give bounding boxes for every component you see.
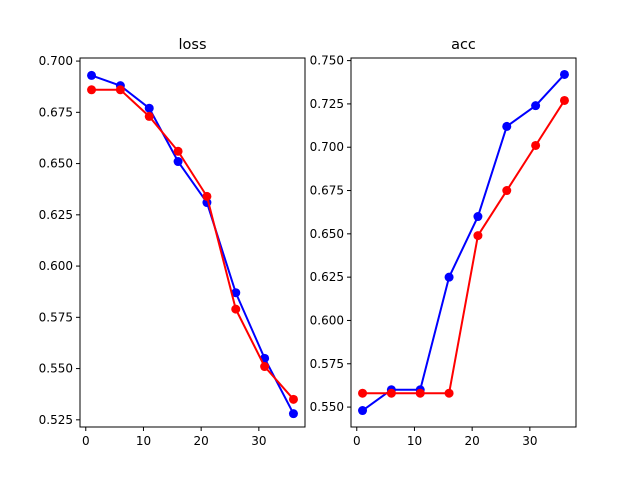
acc-series-0-point bbox=[531, 101, 541, 111]
acc-y-tick-label: 0.575 bbox=[310, 357, 344, 371]
loss-series-1-point bbox=[87, 85, 97, 95]
acc-series-0-point bbox=[559, 69, 569, 79]
acc-y-tick-label: 0.725 bbox=[310, 97, 344, 111]
acc-x-tick-label: 20 bbox=[465, 434, 480, 448]
acc-y-tick-label: 0.625 bbox=[310, 270, 344, 284]
acc-series-1-point bbox=[386, 388, 396, 398]
acc-x-tick-label: 30 bbox=[522, 434, 537, 448]
acc-y-tick-label: 0.675 bbox=[310, 184, 344, 198]
acc-series-1-line bbox=[362, 99, 566, 395]
acc-y-tick-label: 0.650 bbox=[310, 227, 344, 241]
loss-y-tick-label: 0.625 bbox=[39, 208, 73, 222]
loss-series-0-point bbox=[87, 70, 97, 80]
acc-series-1-point bbox=[415, 388, 425, 398]
loss-series-0-point bbox=[144, 103, 154, 113]
loss-axes-frame bbox=[79, 57, 306, 428]
acc-series-0-point bbox=[473, 212, 483, 222]
acc-axes-frame bbox=[350, 57, 577, 428]
acc-series-0-point bbox=[444, 272, 454, 282]
loss-series-1-point bbox=[202, 191, 212, 201]
acc-series-1-point bbox=[559, 95, 569, 105]
loss-series-1-point bbox=[115, 85, 125, 95]
acc-y-tick-label: 0.700 bbox=[310, 140, 344, 154]
loss-x-tick-label: 30 bbox=[251, 434, 266, 448]
acc-series-0-line bbox=[361, 73, 566, 412]
loss-y-tick-label: 0.675 bbox=[39, 105, 73, 119]
loss-series-1-line bbox=[91, 88, 295, 400]
acc-series-1-point bbox=[473, 231, 483, 241]
loss-x-tick-label: 0 bbox=[82, 434, 90, 448]
acc-y-tick-label: 0.600 bbox=[310, 313, 344, 327]
acc-series-1-point bbox=[444, 388, 454, 398]
loss-series-0-point bbox=[288, 409, 298, 419]
acc-series-1-point bbox=[358, 388, 368, 398]
acc-subplot: acc 0 10 20 30 0.550 0.575 0.600 0.625 0.650 0.67… bbox=[310, 37, 577, 448]
acc-series-1-point bbox=[502, 186, 512, 196]
loss-x-tick-label: 20 bbox=[194, 434, 209, 448]
acc-series-1-point bbox=[531, 140, 541, 150]
acc-y-tick-label: 0.750 bbox=[310, 54, 344, 68]
loss-chart-title: loss bbox=[178, 37, 206, 53]
loss-series-1-point bbox=[288, 394, 298, 404]
loss-series-1-point bbox=[144, 111, 154, 121]
loss-y-tick-label: 0.575 bbox=[39, 310, 73, 324]
acc-x-tick-label: 10 bbox=[407, 434, 422, 448]
loss-y-tick-label: 0.650 bbox=[39, 157, 73, 171]
loss-y-tick-label: 0.700 bbox=[39, 54, 73, 68]
loss-series-1-point bbox=[173, 146, 183, 156]
acc-chart-title: acc bbox=[451, 37, 476, 53]
loss-series-0-line bbox=[91, 74, 295, 415]
acc-series-0-point bbox=[502, 121, 512, 131]
loss-series-1-point bbox=[260, 362, 270, 372]
acc-y-tick-label: 0.550 bbox=[310, 400, 344, 414]
loss-x-tick-label: 10 bbox=[136, 434, 151, 448]
loss-series-1-point bbox=[231, 304, 241, 314]
loss-y-tick-label: 0.525 bbox=[39, 413, 73, 427]
loss-series-0-point bbox=[231, 288, 241, 298]
loss-series-0-point bbox=[173, 157, 183, 167]
acc-x-tick-label: 0 bbox=[353, 434, 361, 448]
loss-y-tick-label: 0.550 bbox=[39, 362, 73, 376]
loss-y-tick-label: 0.600 bbox=[39, 259, 73, 273]
acc-series-0-point bbox=[358, 406, 368, 416]
loss-subplot: loss 0 10 20 30 0.525 0.550 0.575 0.600 0.625 0.6… bbox=[39, 37, 306, 448]
